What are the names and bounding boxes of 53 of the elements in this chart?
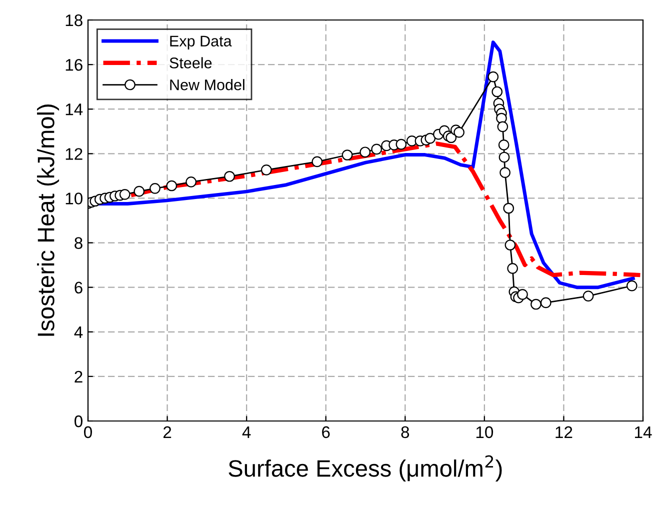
point: [312, 156, 323, 168]
point: [517, 289, 528, 300]
point: [396, 138, 407, 150]
y-tick-label: 14: [66, 104, 83, 116]
y-tick-label: 16: [66, 58, 82, 71]
point: [224, 170, 235, 182]
point: [500, 167, 510, 178]
y-tick-label: 4: [74, 326, 83, 338]
y-tick-label: 10: [66, 192, 82, 204]
point: [503, 202, 514, 214]
point: [497, 121, 508, 132]
x-tick-label: 12: [556, 426, 572, 438]
point: [530, 298, 542, 310]
point: [260, 164, 272, 176]
point: [582, 290, 594, 302]
x-tick-label: 8: [401, 426, 410, 438]
point: [507, 262, 518, 274]
point: [446, 132, 457, 144]
y-tick-label: 8: [74, 237, 82, 249]
point: [504, 240, 516, 250]
y-tick-label: 12: [66, 148, 82, 160]
x-tick-label: 10: [476, 426, 494, 438]
y-axis-title: Isosteric Heat (kJ/mol): [37, 104, 60, 336]
x-tick-label: 2: [163, 426, 172, 438]
y-tick-label: 0: [74, 415, 82, 428]
point: [496, 112, 507, 124]
point: [488, 71, 499, 82]
point: [498, 152, 510, 163]
point: [342, 150, 353, 160]
x-tick-label: 0: [84, 426, 92, 438]
point: [150, 183, 160, 194]
legend-label: New Model: [170, 79, 244, 90]
point: [498, 140, 510, 150]
x-tick-label: 4: [242, 426, 251, 438]
point: [119, 189, 130, 200]
x-tick-label: 6: [322, 426, 330, 438]
legend-label: Steele: [170, 57, 212, 68]
x-tick-label: 14: [635, 426, 652, 438]
y-tick-label: 6: [74, 282, 82, 294]
point: [424, 132, 436, 144]
point: [360, 146, 371, 158]
x-axis-title: Surface Excess (μmol/m$^{2}$): [228, 455, 502, 482]
y-tick-label: 18: [66, 14, 82, 26]
point: [186, 176, 196, 188]
y-tick-label: 2: [74, 370, 82, 382]
point: [540, 297, 552, 308]
point: [134, 186, 145, 197]
point: [166, 180, 178, 192]
legend-label: Exp Data: [170, 36, 232, 50]
point: [626, 280, 638, 292]
point: [492, 86, 503, 98]
point: [371, 144, 382, 155]
point: [454, 126, 464, 138]
